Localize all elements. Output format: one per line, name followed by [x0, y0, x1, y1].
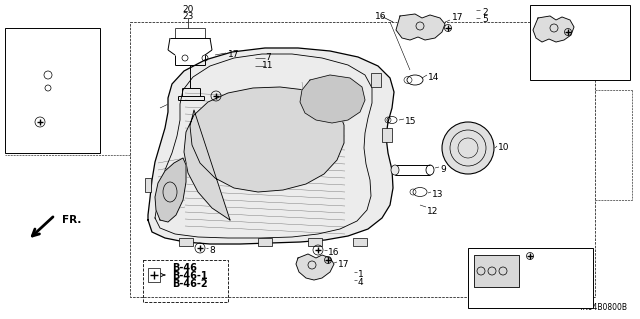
- Bar: [371, 73, 381, 87]
- Bar: [179, 238, 193, 246]
- Bar: [530, 5, 630, 80]
- Polygon shape: [155, 158, 186, 222]
- Text: 7: 7: [265, 53, 271, 62]
- Polygon shape: [184, 87, 344, 220]
- Text: B-46-1: B-46-1: [172, 271, 207, 281]
- Bar: [258, 238, 272, 246]
- Text: 17: 17: [578, 20, 589, 29]
- Text: 16: 16: [228, 94, 239, 103]
- Text: 12: 12: [427, 207, 438, 216]
- Text: 3: 3: [8, 30, 13, 39]
- Text: 16: 16: [375, 12, 387, 21]
- Text: B-46-2: B-46-2: [172, 279, 207, 289]
- Bar: [308, 238, 322, 246]
- Polygon shape: [300, 75, 365, 123]
- Text: 19: 19: [598, 25, 609, 34]
- Polygon shape: [396, 14, 445, 40]
- Bar: [468, 248, 593, 308]
- Polygon shape: [533, 16, 574, 42]
- Text: 17: 17: [63, 85, 74, 94]
- Circle shape: [442, 122, 494, 174]
- Text: 15: 15: [405, 117, 417, 126]
- Text: 16: 16: [328, 248, 339, 257]
- Bar: [130, 22, 595, 297]
- Polygon shape: [148, 48, 394, 244]
- Text: 13: 13: [432, 190, 444, 199]
- Text: B-46: B-46: [172, 263, 197, 273]
- Bar: [143, 260, 228, 302]
- Text: 8: 8: [209, 246, 215, 255]
- Text: 9: 9: [440, 165, 445, 174]
- Text: 21: 21: [568, 260, 579, 269]
- Text: 5: 5: [482, 15, 488, 24]
- Text: 22: 22: [598, 32, 609, 41]
- Text: 20: 20: [182, 5, 194, 14]
- Bar: [145, 178, 151, 192]
- Text: 6: 6: [8, 37, 13, 46]
- Text: 2: 2: [482, 8, 488, 17]
- Polygon shape: [296, 254, 334, 280]
- Bar: [474, 255, 519, 287]
- Bar: [382, 128, 392, 142]
- Text: FR.: FR.: [62, 215, 81, 225]
- Bar: [5, 28, 100, 153]
- Text: 17: 17: [338, 260, 349, 269]
- Text: 14: 14: [428, 73, 440, 82]
- Text: 11: 11: [262, 61, 274, 70]
- Text: 23: 23: [182, 12, 194, 21]
- Text: 4: 4: [358, 278, 364, 287]
- Text: 18: 18: [568, 252, 579, 261]
- Text: 8: 8: [50, 120, 56, 129]
- Ellipse shape: [391, 165, 399, 175]
- Bar: [148, 268, 160, 282]
- Text: 17: 17: [228, 50, 239, 59]
- Text: TK64B0800B: TK64B0800B: [579, 303, 628, 312]
- Text: 10: 10: [498, 143, 509, 152]
- Text: 1: 1: [358, 270, 364, 279]
- Text: 17: 17: [548, 252, 559, 261]
- Bar: [353, 238, 367, 246]
- Text: 17: 17: [452, 13, 463, 22]
